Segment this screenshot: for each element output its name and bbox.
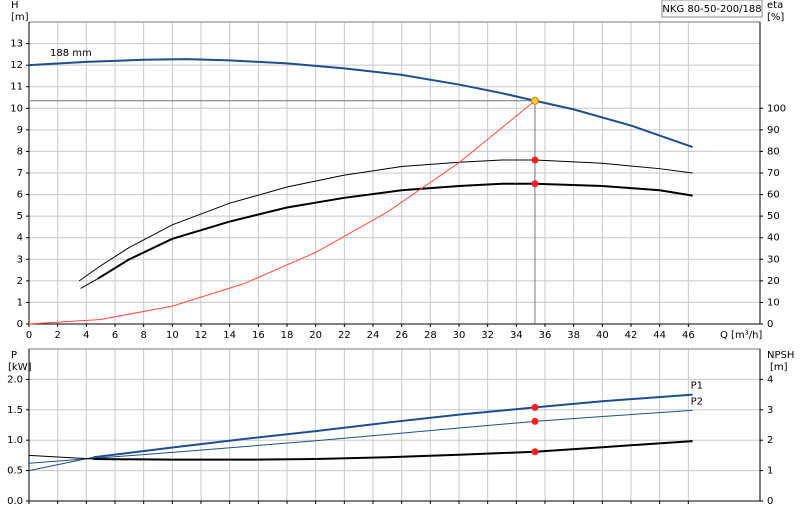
curve	[97, 182, 693, 280]
y-tick-label: 3	[17, 254, 23, 265]
marker	[531, 156, 539, 164]
y-tick-label: 9	[17, 125, 23, 136]
x-tick-label: 14	[223, 330, 236, 341]
y-tick-label: 1	[17, 297, 23, 308]
marker	[531, 180, 539, 188]
marker	[531, 417, 539, 425]
y-label: P	[11, 350, 17, 361]
x-tick-label: 8	[140, 330, 146, 341]
x-tick-label: 4	[83, 330, 89, 341]
y-tick-label: 0.0	[7, 496, 23, 507]
y2-tick-label: 60	[767, 190, 780, 201]
y2-tick-label: 2	[767, 435, 773, 446]
x-tick-label: 12	[195, 330, 208, 341]
y-label: H	[11, 0, 19, 11]
y-tick-label: 7	[17, 168, 23, 179]
legend-label: P2	[691, 396, 703, 407]
curve	[93, 440, 693, 461]
x-tick-label: 32	[481, 330, 494, 341]
y-tick-label: 12	[10, 60, 23, 71]
y-tick-label: 0.5	[7, 466, 23, 477]
x-tick-label: 28	[424, 330, 437, 341]
y-tick-label: 13	[10, 39, 23, 50]
y2-tick-label: 0	[767, 319, 773, 330]
x-tick-label: 38	[567, 330, 580, 341]
y-tick-label: 4	[17, 233, 23, 244]
y-tick-label: 5	[17, 211, 23, 222]
x-tick-label: 18	[281, 330, 294, 341]
y-tick-label: 6	[17, 190, 23, 201]
model-box	[661, 0, 763, 18]
curve	[28, 58, 693, 149]
marker	[531, 403, 539, 411]
y-tick-label: 8	[17, 146, 23, 157]
curve	[28, 454, 94, 460]
x-tick-label: 36	[539, 330, 552, 341]
y-tick-label: 2.0	[7, 374, 23, 385]
annotation: 188 mm	[50, 48, 92, 59]
y2-tick-label: 3	[767, 405, 773, 416]
y2-label: eta	[767, 0, 783, 11]
y2-tick-label: 0	[767, 496, 773, 507]
y2-tick-label: 4	[767, 374, 773, 385]
marker	[530, 96, 539, 105]
x-tick-label: 10	[166, 330, 179, 341]
y2-tick-label: 10	[767, 297, 780, 308]
y-tick-label: 10	[10, 103, 23, 114]
y-tick-label: 1.5	[7, 405, 23, 416]
legend-label: P1	[691, 381, 703, 392]
curve	[80, 278, 99, 289]
y2-tick-label: 40	[767, 233, 780, 244]
x-tick-label: 40	[596, 330, 609, 341]
y-unit: [kW]	[8, 362, 32, 373]
curve	[78, 159, 693, 282]
x-tick-label: 6	[112, 330, 118, 341]
curve	[93, 393, 693, 459]
x-label: Q [m³/h]	[720, 330, 762, 341]
x-tick-label: 24	[367, 330, 380, 341]
y-tick-label: 2	[17, 276, 23, 287]
y2-tick-label: 80	[767, 146, 780, 157]
y2-tick-label: 90	[767, 125, 780, 136]
y2-unit: [%]	[767, 12, 784, 23]
x-tick-label: 16	[252, 330, 265, 341]
x-tick-label: 46	[682, 330, 695, 341]
curve	[28, 409, 693, 464]
x-tick-label: 30	[453, 330, 466, 341]
y2-label: NPSH	[767, 350, 794, 361]
y2-tick-label: 70	[767, 168, 780, 179]
x-tick-label: 34	[510, 330, 523, 341]
y-tick-label: 0	[17, 319, 23, 330]
x-tick-label: 20	[309, 330, 322, 341]
y2-tick-label: 50	[767, 211, 780, 222]
marker	[531, 448, 539, 456]
y2-unit: [m]	[770, 362, 788, 373]
y-unit: [m]	[11, 12, 29, 23]
x-tick-label: 0	[26, 330, 32, 341]
x-tick-label: 22	[338, 330, 351, 341]
y2-tick-label: 1	[767, 466, 773, 477]
curve	[28, 100, 536, 325]
x-tick-label: 2	[54, 330, 60, 341]
y2-tick-label: 100	[767, 103, 786, 114]
y2-tick-label: 20	[767, 276, 780, 287]
y2-tick-label: 30	[767, 254, 780, 265]
x-tick-label: 44	[653, 330, 666, 341]
x-tick-label: 26	[395, 330, 408, 341]
y-tick-label: 1.0	[7, 435, 23, 446]
model-label: NKG 80-50-200/188	[662, 4, 761, 15]
y-tick-label: 11	[10, 82, 23, 93]
x-tick-label: 42	[625, 330, 638, 341]
